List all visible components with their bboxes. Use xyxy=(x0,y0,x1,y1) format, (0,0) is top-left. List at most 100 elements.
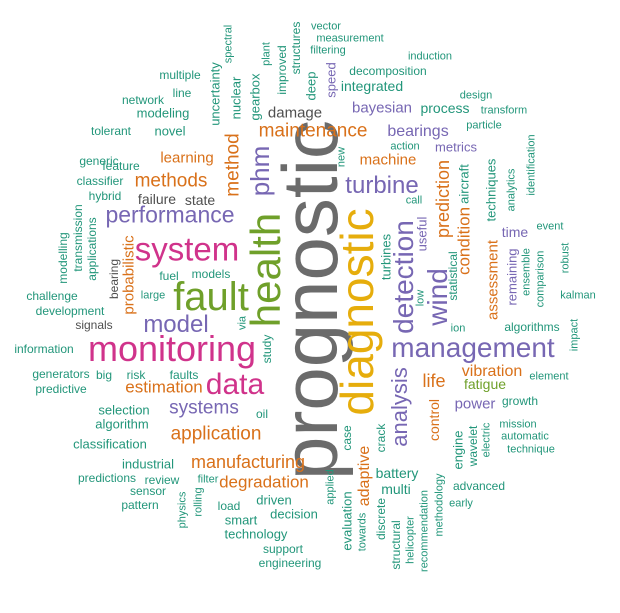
word-recommendation: recommendation xyxy=(418,490,431,572)
word-physics: physics xyxy=(176,491,189,529)
word-towards: towards xyxy=(356,512,369,552)
word-health: health xyxy=(242,212,289,328)
word-generic: generic xyxy=(79,154,119,168)
word-bearings: bearings xyxy=(387,123,449,140)
word-performance: performance xyxy=(105,201,235,228)
word-remaining: remaining xyxy=(504,248,520,306)
word-rolling: rolling xyxy=(192,487,205,517)
word-process: process xyxy=(420,100,470,116)
word-generators: generators xyxy=(32,367,90,381)
word-transform: transform xyxy=(480,104,528,117)
word-models: models xyxy=(191,267,231,281)
word-nuclear: nuclear xyxy=(228,76,244,120)
word-useful: useful xyxy=(414,216,430,252)
word-tolerant: tolerant xyxy=(90,124,132,138)
word-deep: deep xyxy=(303,71,319,101)
word-techniques: techniques xyxy=(483,158,499,222)
word-modelling: modelling xyxy=(56,232,70,284)
word-analysis: analysis xyxy=(387,367,412,447)
word-management: management xyxy=(391,332,555,363)
word-faults: faults xyxy=(169,368,199,382)
word-method: method xyxy=(222,133,244,197)
word-large: large xyxy=(140,289,166,302)
word-data: data xyxy=(205,368,265,401)
word-selection: selection xyxy=(98,402,150,418)
word-multi: multi xyxy=(381,481,411,497)
word-new: new xyxy=(335,146,348,168)
word-fatigue: fatigue xyxy=(463,376,507,392)
word-oil: oil xyxy=(255,407,269,421)
word-discrete: discrete xyxy=(374,497,388,541)
word-element: element xyxy=(529,370,569,383)
word-kalman: kalman xyxy=(560,289,596,302)
word-application: application xyxy=(170,423,262,445)
word-plant: plant xyxy=(260,42,273,66)
word-development: development xyxy=(35,304,105,318)
word-system: system xyxy=(134,230,240,268)
word-industrial: industrial xyxy=(121,456,175,472)
word-driven: driven xyxy=(256,492,292,508)
word-technique: technique xyxy=(507,443,555,456)
word-diagnostic: diagnostic xyxy=(331,208,383,416)
word-classifier: classifier xyxy=(76,174,124,188)
word-maintenance: maintenance xyxy=(258,120,368,142)
word-time: time xyxy=(501,224,529,240)
word-impact: impact xyxy=(568,318,581,352)
word-assessment: assessment xyxy=(484,239,502,321)
word-induction: induction xyxy=(407,50,453,63)
word-analytics: analytics xyxy=(505,168,518,212)
word-low: low xyxy=(414,289,427,307)
word-sensor: sensor xyxy=(129,484,167,498)
word-network: network xyxy=(121,93,165,107)
word-learning: learning xyxy=(160,149,214,167)
word-signals: signals xyxy=(75,318,113,332)
word-decision: decision xyxy=(270,506,318,522)
word-fault: fault xyxy=(173,275,249,319)
word-algorithms: algorithms xyxy=(504,320,560,334)
word-aircraft: aircraft xyxy=(456,164,472,204)
word-turbine: turbine xyxy=(345,172,419,199)
word-vibration: vibration xyxy=(461,363,523,380)
word-measurement: measurement xyxy=(316,32,384,45)
word-classification: classification xyxy=(73,436,147,452)
word-filter: filter xyxy=(197,473,219,486)
word-probabilistic: probabilistic xyxy=(120,235,138,315)
word-advanced: advanced xyxy=(452,479,506,493)
word-algorithm: algorithm xyxy=(95,416,149,432)
word-helicopter: helicopter xyxy=(404,516,417,564)
word-life: life xyxy=(422,371,446,391)
word-statistical: statistical xyxy=(446,251,460,301)
word-bearing: bearing xyxy=(107,258,121,300)
word-filtering: filtering xyxy=(310,44,346,57)
word-ion: ion xyxy=(450,322,466,335)
word-smart: smart xyxy=(224,512,258,528)
word-transmission: transmission xyxy=(71,204,85,272)
word-information: information xyxy=(14,342,74,356)
word-robust: robust xyxy=(559,242,572,274)
word-prediction: prediction xyxy=(433,159,453,239)
word-study: study xyxy=(260,334,274,364)
word-hybrid: hybrid xyxy=(88,189,122,203)
word-manufacturing: manufacturing xyxy=(190,452,306,472)
word-power: power xyxy=(454,395,496,413)
word-decomposition: decomposition xyxy=(349,64,427,78)
word-phm: phm xyxy=(245,145,275,197)
word-evaluation: evaluation xyxy=(339,491,355,551)
word-uncertainty: uncertainty xyxy=(207,62,223,126)
word-structural: structural xyxy=(389,520,403,570)
word-automatic: automatic xyxy=(501,430,549,443)
word-speed: speed xyxy=(323,62,339,98)
word-multiple: multiple xyxy=(159,68,201,82)
word-battery: battery xyxy=(375,465,419,481)
word-action: action xyxy=(390,140,420,153)
word-control: control xyxy=(426,398,442,442)
word-via: via xyxy=(236,315,249,331)
word-failure: failure xyxy=(137,191,177,207)
word-vector: vector xyxy=(311,20,341,33)
word-integrated: integrated xyxy=(340,78,404,94)
word-applications: applications xyxy=(85,217,99,281)
word-technology: technology xyxy=(224,526,288,542)
word-review: review xyxy=(144,473,180,487)
word-case: case xyxy=(340,425,354,451)
